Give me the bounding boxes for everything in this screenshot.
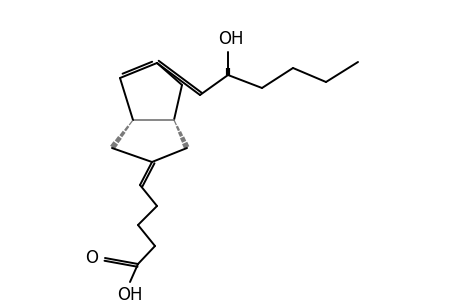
Text: OH: OH xyxy=(218,30,243,48)
Text: OH: OH xyxy=(117,286,142,300)
Text: O: O xyxy=(85,249,98,267)
